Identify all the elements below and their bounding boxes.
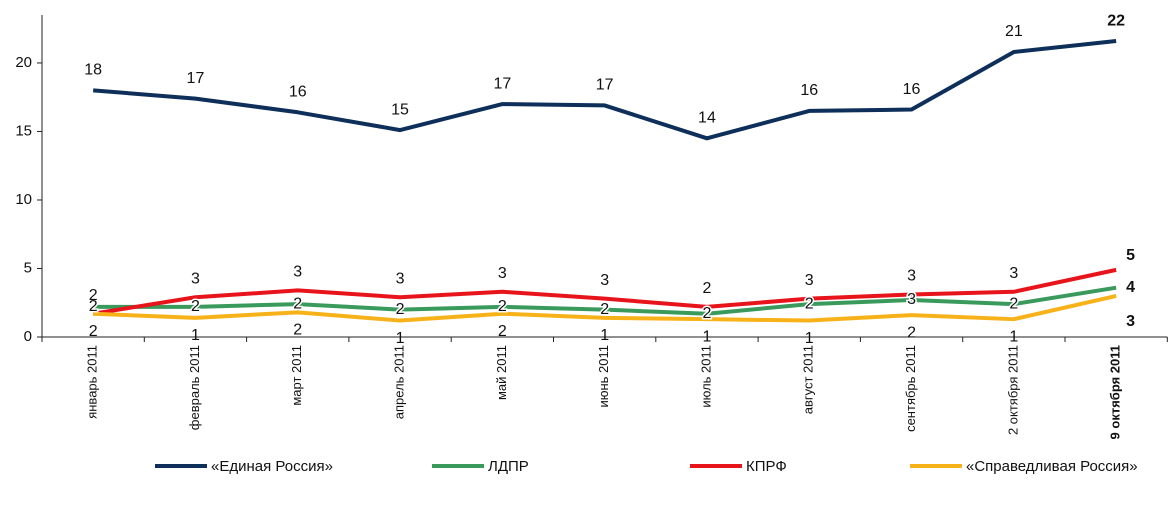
data-label: 5	[1126, 247, 1135, 264]
x-tick-label: май 2011	[494, 345, 509, 400]
y-tick-label: 0	[24, 328, 32, 345]
y-tick-label: 15	[15, 122, 32, 139]
data-label: 1	[1009, 328, 1018, 345]
series-line	[93, 285, 1117, 316]
x-tick-label: август 2011	[801, 345, 816, 414]
data-label: 2	[89, 287, 98, 304]
data-label: 18	[84, 62, 102, 79]
y-tick-label: 20	[15, 54, 32, 71]
data-label: 3	[1126, 313, 1135, 330]
data-label: 17	[187, 70, 205, 87]
data-label: 2	[498, 323, 507, 340]
data-label: 22	[1107, 12, 1125, 29]
x-tick-label: 9 октября 2011	[1108, 345, 1123, 439]
data-label: 21	[1005, 23, 1023, 40]
data-label: 17	[493, 75, 511, 92]
data-label: 16	[800, 82, 818, 99]
data-label: 4	[1126, 279, 1135, 296]
data-label: 2	[805, 295, 814, 312]
legend-label: «Справедливая Россия»	[966, 458, 1138, 475]
x-tick-label: июнь 2011	[596, 345, 611, 408]
data-label: 3	[498, 265, 507, 282]
data-label: 2	[702, 280, 711, 297]
data-label: 2	[396, 301, 405, 318]
data-label: 2	[293, 295, 302, 312]
data-label: 2	[498, 298, 507, 315]
data-label: 2	[191, 298, 200, 315]
x-tick-label: сентябрь 2011	[903, 345, 918, 432]
series-line	[92, 39, 1117, 141]
data-label: 2	[600, 301, 609, 318]
data-label: 3	[396, 270, 405, 287]
legend-label: «Единая Россия»	[211, 458, 333, 475]
data-label: 16	[289, 84, 307, 101]
data-label: 2	[702, 305, 711, 322]
y-tick-label: 5	[24, 259, 32, 276]
data-label: 3	[600, 272, 609, 289]
data-label: 2	[293, 322, 302, 339]
data-label: 3	[1009, 265, 1018, 282]
data-label: 2	[89, 323, 98, 340]
data-label: 1	[702, 328, 711, 345]
data-label: 1	[191, 327, 200, 344]
data-label: 1	[600, 327, 609, 344]
legend-label: КПРФ	[746, 458, 787, 475]
data-label: 3	[907, 291, 916, 308]
data-label: 2	[89, 298, 98, 315]
x-tick-label: январь 2011	[85, 345, 100, 419]
data-label: 3	[293, 264, 302, 281]
x-tick-label: апрель 2011	[391, 345, 406, 419]
series-line	[92, 267, 1117, 316]
data-label: 14	[698, 110, 716, 127]
data-label: 3	[805, 272, 814, 289]
x-tick-label: февраль 2011	[187, 345, 202, 430]
data-label: 2	[907, 324, 916, 341]
x-tick-label: июль 2011	[698, 345, 713, 408]
data-label: 16	[903, 81, 921, 98]
data-label: 1	[805, 330, 814, 347]
data-label: 15	[391, 101, 409, 118]
data-label: 3	[191, 270, 200, 287]
legend-label: ЛДПР	[488, 458, 529, 475]
series-line	[93, 293, 1117, 323]
data-label: 17	[596, 77, 614, 94]
x-tick-label: 2 октября 2011	[1005, 345, 1020, 435]
data-label: 1	[396, 330, 405, 347]
x-tick-label: март 2011	[289, 345, 304, 406]
data-label: 2	[1009, 295, 1018, 312]
data-label: 3	[907, 268, 916, 285]
y-tick-label: 10	[15, 191, 32, 208]
